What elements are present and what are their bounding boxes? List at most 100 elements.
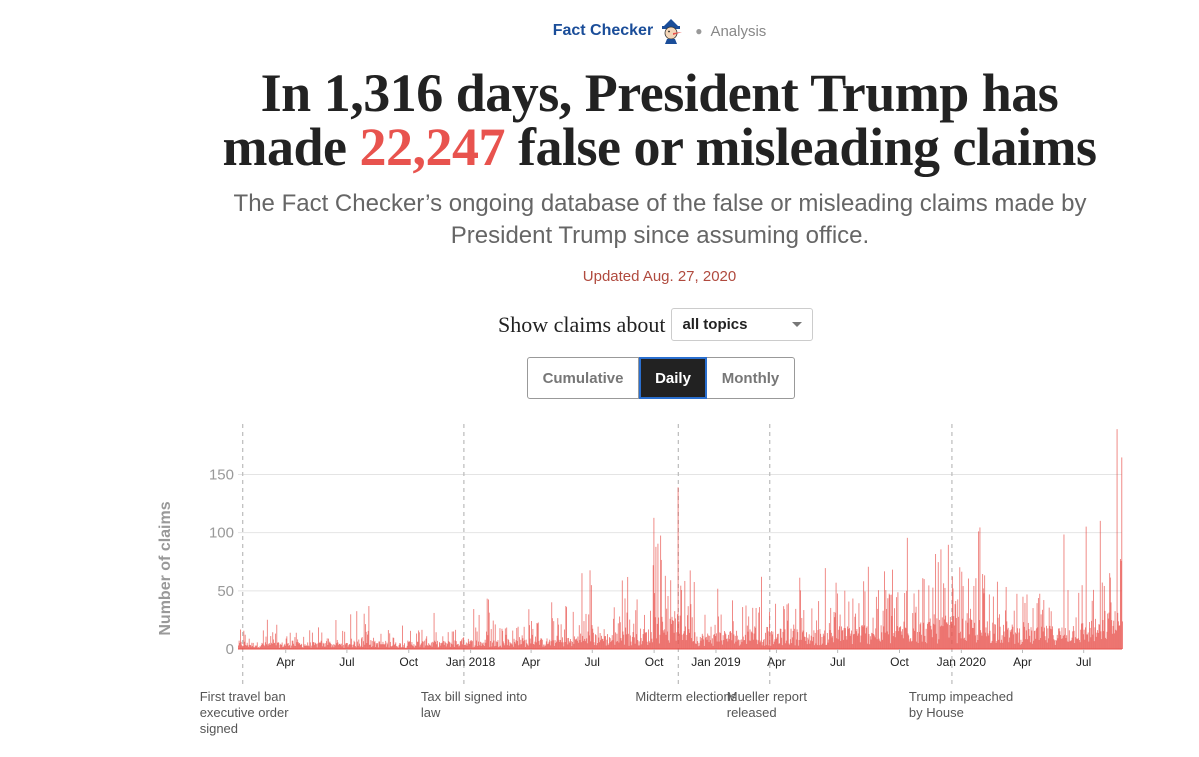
daily-bar: [650, 632, 652, 649]
daily-bar: [484, 646, 485, 649]
daily-bar: [461, 639, 463, 649]
daily-bar: [800, 590, 801, 649]
daily-bar: [744, 634, 746, 649]
daily-bar: [908, 635, 910, 649]
daily-bar: [773, 641, 775, 649]
daily-bar: [701, 633, 703, 649]
daily-bar: [649, 642, 651, 649]
daily-bar: [923, 579, 925, 649]
daily-bar: [975, 578, 977, 649]
brand-name[interactable]: Fact Checker: [552, 22, 654, 39]
daily-bar: [602, 639, 604, 649]
headline-line-1: In 1,316 days, President Trump has: [260, 63, 1059, 123]
daily-bar: [307, 645, 309, 649]
daily-bar: [771, 631, 772, 649]
daily-bar: [855, 631, 857, 649]
daily-bar: [936, 618, 938, 649]
daily-bar: [1003, 631, 1005, 649]
daily-bar: [664, 629, 666, 649]
daily-bar: [1056, 640, 1058, 649]
daily-bar: [664, 575, 666, 649]
x-tick-label: Jan 2018: [446, 655, 496, 669]
daily-bar: [401, 646, 403, 649]
daily-button[interactable]: Daily: [639, 357, 707, 399]
daily-bar: [728, 639, 730, 649]
monthly-button[interactable]: Monthly: [707, 357, 795, 399]
daily-bar: [892, 636, 894, 649]
daily-bar: [729, 631, 731, 649]
daily-bar: [642, 634, 644, 649]
daily-bar: [951, 576, 953, 649]
daily-bar: [788, 643, 790, 649]
daily-bar: [544, 644, 546, 649]
daily-bar: [982, 574, 984, 649]
daily-bar: [578, 642, 580, 649]
daily-bar: [488, 599, 489, 649]
daily-bar: [609, 638, 611, 649]
daily-bar: [687, 615, 688, 649]
cumulative-button[interactable]: Cumulative: [527, 357, 639, 399]
daily-bar: [1078, 639, 1080, 649]
daily-bar: [607, 634, 608, 649]
daily-bar: [952, 588, 954, 649]
daily-bar: [334, 644, 336, 649]
headline-prefix: made: [222, 117, 360, 177]
daily-bar: [836, 593, 838, 649]
daily-bar: [469, 640, 471, 649]
daily-bar: [265, 636, 267, 649]
daily-bar: [578, 625, 580, 649]
daily-bar: [260, 646, 262, 649]
daily-bar: [956, 643, 958, 649]
daily-bar: [947, 624, 949, 649]
daily-bar: [450, 642, 452, 649]
daily-bar: [880, 625, 882, 649]
daily-bar: [640, 638, 642, 649]
daily-bar: [397, 646, 399, 649]
daily-bar: [863, 625, 865, 649]
daily-bar: [1063, 534, 1065, 649]
daily-bar: [1045, 640, 1047, 649]
annotation-label-line: law: [421, 705, 441, 720]
daily-bar: [841, 630, 843, 649]
daily-bar: [321, 632, 323, 649]
daily-bar: [661, 616, 663, 649]
daily-bar: [322, 646, 323, 649]
daily-bar: [359, 643, 360, 649]
daily-bar: [980, 632, 982, 649]
topic-select[interactable]: all topics: [671, 308, 814, 341]
daily-bar: [363, 641, 364, 649]
daily-bar: [377, 647, 379, 649]
daily-bar: [270, 636, 272, 649]
daily-bar: [285, 645, 286, 649]
daily-bar: [1050, 628, 1051, 649]
daily-bar: [669, 618, 671, 649]
daily-bar: [557, 624, 559, 649]
daily-bar: [854, 616, 856, 649]
daily-bar: [700, 640, 702, 649]
daily-bar: [581, 573, 583, 649]
daily-bar: [824, 568, 826, 649]
daily-bar: [451, 631, 453, 649]
daily-bar: [379, 641, 381, 649]
daily-bar: [482, 645, 484, 649]
daily-bar: [272, 639, 274, 649]
daily-bar: [524, 640, 526, 649]
daily-bar: [1068, 641, 1070, 649]
daily-bar: [909, 639, 911, 649]
daily-bar: [279, 644, 281, 649]
daily-bar: [784, 629, 786, 649]
daily-bar: [348, 644, 350, 649]
daily-bar: [714, 624, 716, 649]
daily-bar: [1065, 637, 1067, 649]
daily-bar: [336, 643, 338, 649]
daily-bar: [863, 581, 865, 649]
daily-bar: [1035, 628, 1037, 649]
analysis-kicker[interactable]: Analysis: [710, 22, 767, 40]
daily-bar: [334, 645, 336, 649]
daily-bar: [619, 622, 621, 649]
daily-bar: [711, 643, 713, 649]
daily-bar: [466, 645, 468, 649]
daily-bar: [697, 641, 699, 649]
daily-bar: [338, 645, 340, 649]
daily-bar: [941, 625, 943, 649]
